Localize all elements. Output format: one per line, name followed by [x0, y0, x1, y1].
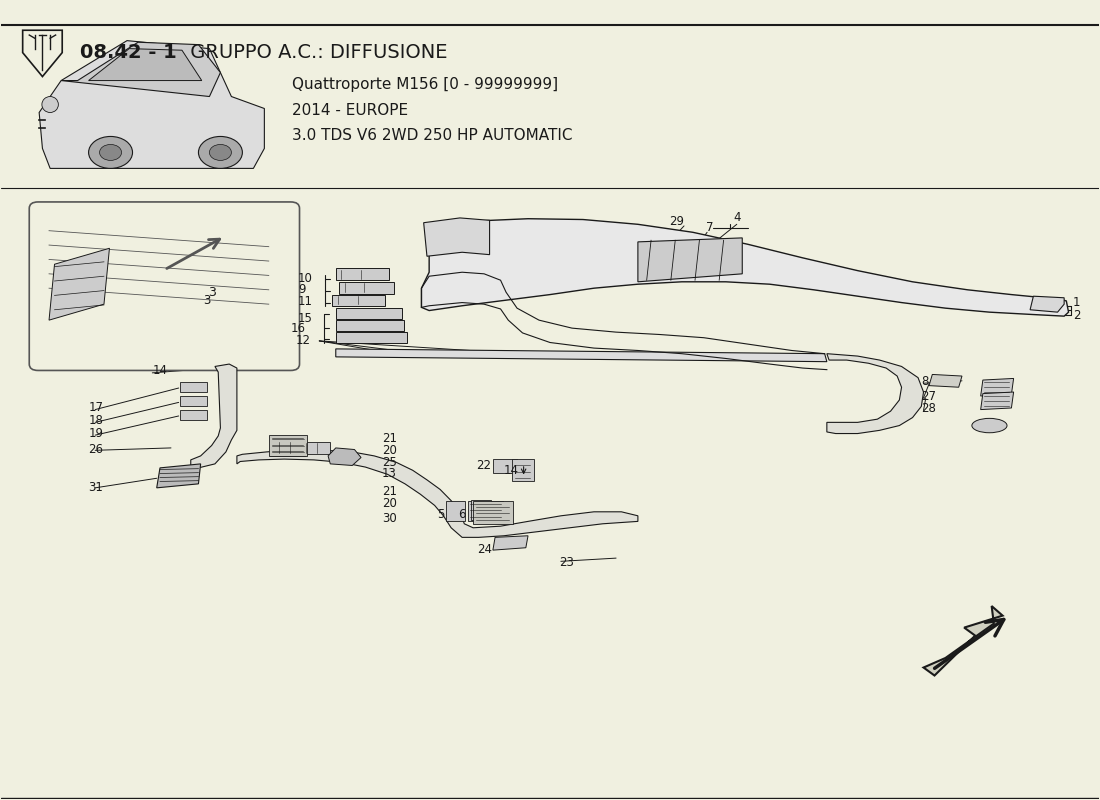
Text: 31: 31	[89, 482, 103, 494]
Polygon shape	[924, 606, 1002, 675]
FancyBboxPatch shape	[339, 282, 394, 294]
Text: 3: 3	[202, 294, 210, 306]
Text: 8: 8	[922, 375, 928, 388]
Text: 20: 20	[382, 498, 397, 510]
Text: 10: 10	[298, 272, 312, 285]
FancyBboxPatch shape	[336, 268, 388, 280]
Polygon shape	[638, 238, 743, 282]
FancyBboxPatch shape	[336, 332, 407, 342]
Text: 27: 27	[922, 390, 936, 402]
Circle shape	[198, 137, 242, 169]
Text: 21: 21	[382, 432, 397, 445]
Polygon shape	[40, 41, 264, 169]
Polygon shape	[930, 374, 962, 387]
Text: Quattroporte M156 [0 - 99999999]: Quattroporte M156 [0 - 99999999]	[292, 77, 558, 92]
FancyBboxPatch shape	[272, 440, 305, 454]
Text: 14: 14	[504, 464, 519, 477]
Text: 3: 3	[208, 286, 217, 298]
Bar	[270, 436, 305, 456]
Polygon shape	[328, 448, 361, 466]
Polygon shape	[23, 30, 63, 77]
FancyBboxPatch shape	[493, 459, 517, 474]
FancyBboxPatch shape	[473, 502, 513, 524]
Text: 22: 22	[476, 459, 492, 472]
FancyBboxPatch shape	[336, 320, 404, 330]
Text: 15: 15	[298, 312, 312, 325]
FancyBboxPatch shape	[179, 382, 207, 392]
Text: 29: 29	[669, 214, 684, 228]
Polygon shape	[424, 218, 490, 256]
Text: 28: 28	[922, 402, 936, 415]
Text: 5: 5	[437, 508, 444, 521]
Polygon shape	[981, 392, 1013, 410]
Text: GRUPPO A.C.: DIFFUSIONE: GRUPPO A.C.: DIFFUSIONE	[184, 43, 448, 62]
Ellipse shape	[972, 418, 1006, 433]
Text: 08.42 - 1: 08.42 - 1	[80, 43, 176, 62]
Bar	[468, 502, 503, 522]
Text: 30: 30	[382, 512, 397, 525]
Text: 4: 4	[733, 211, 740, 225]
Text: 20: 20	[382, 444, 397, 457]
Polygon shape	[981, 378, 1013, 396]
Polygon shape	[236, 450, 638, 538]
Text: 26: 26	[89, 443, 103, 456]
Ellipse shape	[42, 97, 58, 113]
FancyBboxPatch shape	[268, 435, 307, 456]
Text: 2014 - EUROPE: 2014 - EUROPE	[292, 102, 408, 118]
Text: 12: 12	[296, 334, 310, 346]
Text: 23: 23	[559, 556, 574, 569]
FancyBboxPatch shape	[179, 396, 207, 406]
Text: 2: 2	[1072, 309, 1080, 322]
Text: 7: 7	[705, 221, 713, 234]
FancyBboxPatch shape	[332, 294, 385, 306]
FancyBboxPatch shape	[30, 202, 299, 370]
FancyBboxPatch shape	[512, 459, 534, 482]
Circle shape	[209, 145, 231, 161]
Text: 3.0 TDS V6 2WD 250 HP AUTOMATIC: 3.0 TDS V6 2WD 250 HP AUTOMATIC	[292, 128, 572, 143]
Text: 14: 14	[152, 364, 167, 377]
FancyBboxPatch shape	[299, 442, 330, 454]
Text: 25: 25	[382, 456, 397, 469]
Text: 19: 19	[89, 427, 103, 440]
Text: 6: 6	[458, 508, 465, 521]
FancyBboxPatch shape	[336, 308, 402, 318]
Text: 13: 13	[382, 467, 397, 480]
Polygon shape	[156, 464, 200, 488]
Text: 24: 24	[477, 543, 493, 556]
Text: 1: 1	[1072, 296, 1080, 309]
Text: 11: 11	[298, 295, 312, 308]
Polygon shape	[89, 49, 201, 81]
Polygon shape	[62, 42, 220, 97]
Polygon shape	[421, 218, 1068, 316]
Text: 18: 18	[89, 414, 103, 427]
FancyBboxPatch shape	[179, 410, 207, 420]
Text: 21: 21	[382, 486, 397, 498]
Polygon shape	[493, 536, 528, 550]
FancyBboxPatch shape	[446, 502, 465, 522]
Polygon shape	[50, 248, 110, 320]
Polygon shape	[827, 354, 924, 434]
Text: 16: 16	[292, 322, 306, 335]
Polygon shape	[336, 349, 827, 362]
Text: 17: 17	[89, 402, 103, 414]
Polygon shape	[190, 364, 236, 468]
FancyBboxPatch shape	[471, 500, 491, 520]
Circle shape	[89, 137, 132, 169]
Text: 9: 9	[298, 283, 306, 296]
Circle shape	[100, 145, 121, 161]
Polygon shape	[1030, 296, 1064, 312]
